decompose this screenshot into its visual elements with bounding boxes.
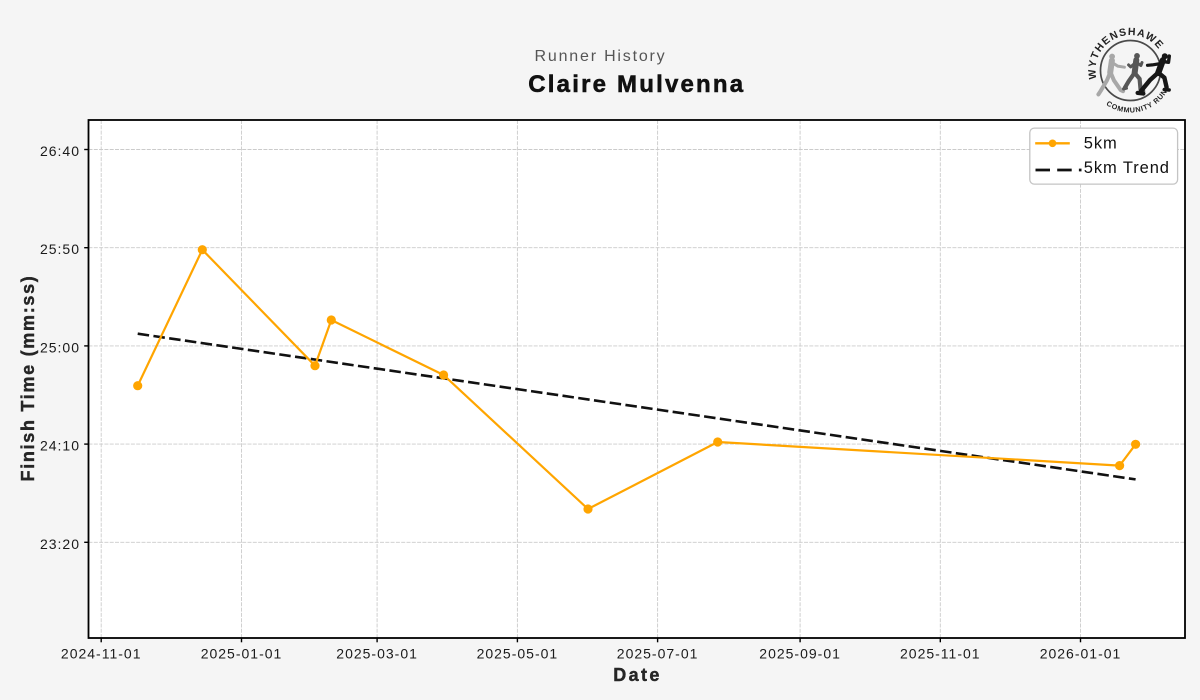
svg-text:Finish Time (mm:ss): Finish Time (mm:ss)	[18, 274, 38, 481]
svg-text:2025-01-01: 2025-01-01	[201, 646, 283, 662]
svg-text:5km: 5km	[1084, 134, 1118, 152]
svg-text:2025-03-01: 2025-03-01	[336, 646, 418, 662]
svg-text:25:00: 25:00	[40, 339, 80, 355]
svg-text:2025-09-01: 2025-09-01	[759, 646, 841, 662]
svg-text:23:20: 23:20	[40, 536, 80, 552]
svg-text:Runner History: Runner History	[535, 48, 667, 65]
svg-text:Date: Date	[613, 665, 662, 685]
svg-text:Claire Mulvenna: Claire Mulvenna	[528, 71, 745, 98]
svg-text:2026-01-01: 2026-01-01	[1040, 646, 1122, 662]
svg-text:25:50: 25:50	[40, 241, 80, 257]
svg-text:2025-07-01: 2025-07-01	[617, 646, 699, 662]
svg-text:2025-05-01: 2025-05-01	[477, 646, 559, 662]
svg-text:24:10: 24:10	[40, 438, 80, 454]
svg-text:26:40: 26:40	[40, 143, 80, 159]
svg-text:5km Trend: 5km Trend	[1084, 159, 1170, 177]
svg-text:2025-11-01: 2025-11-01	[900, 646, 981, 662]
svg-text:2024-11-01: 2024-11-01	[61, 646, 142, 662]
